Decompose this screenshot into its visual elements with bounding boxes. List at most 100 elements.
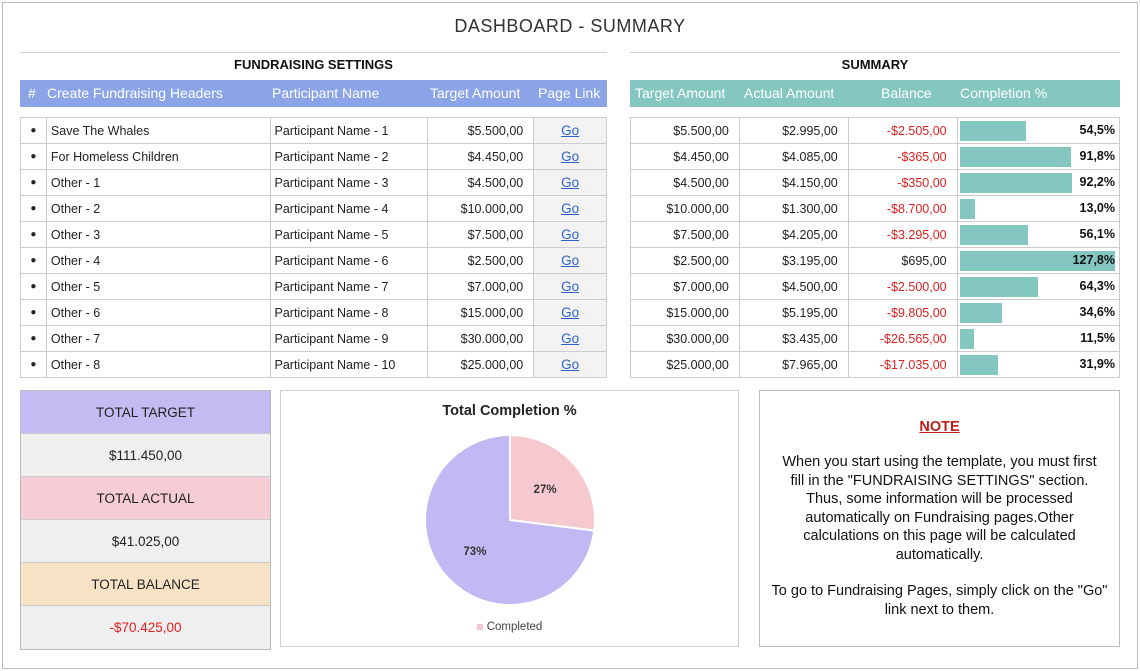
page-link-cell: Go — [533, 221, 607, 248]
completion-chart: Total Completion % 27% 73% Completed — [280, 390, 739, 647]
summary-row: $30.000,00 $3.435,00 -$26.565,00 11,5% — [630, 325, 1121, 352]
actual-amount-cell: $3.435,00 — [738, 325, 849, 352]
participant-name-cell[interactable]: Participant Name - 2 — [269, 143, 429, 170]
total-actual-value: $41.025,00 — [21, 520, 270, 563]
row-bullet-icon: ● — [20, 195, 47, 222]
note-text: When you start using the template, you m… — [782, 454, 1097, 563]
participant-name-cell[interactable]: Participant Name - 5 — [269, 221, 429, 248]
fundraising-header-cell[interactable]: Other - 2 — [45, 195, 271, 222]
balance-cell: -$8.700,00 — [847, 195, 958, 222]
settings-row: ● Save The Whales Participant Name - 1 $5.5… — [20, 117, 607, 144]
go-link[interactable]: Go — [561, 123, 580, 138]
target-amount-cell[interactable]: $7.000,00 — [427, 273, 535, 300]
target-amount-cell[interactable]: $4.450,00 — [427, 143, 535, 170]
target-amount-cell[interactable]: $4.500,00 — [427, 169, 535, 196]
summary-header-bar: Target Amount Actual Amount Balance Comp… — [630, 80, 1120, 107]
go-link[interactable]: Go — [561, 201, 580, 216]
participant-name-cell[interactable]: Participant Name - 10 — [269, 351, 429, 378]
go-link[interactable]: Go — [561, 305, 580, 320]
fundraising-settings-title: FUNDRAISING SETTINGS — [20, 52, 607, 76]
target-amount-cell[interactable]: $15.000,00 — [427, 299, 535, 326]
settings-row: ● Other - 2 Participant Name - 4 $10.000,00… — [20, 195, 607, 222]
legend-swatch — [476, 623, 483, 630]
participant-name-cell[interactable]: Participant Name - 4 — [269, 195, 429, 222]
actual-amount-cell: $7.965,00 — [738, 351, 849, 378]
go-link[interactable]: Go — [561, 253, 580, 268]
go-link[interactable]: Go — [561, 279, 580, 294]
target-amount-cell[interactable]: $5.500,00 — [427, 117, 535, 144]
page-link-cell: Go — [533, 247, 607, 274]
fundraising-header-cell[interactable]: Other - 5 — [45, 273, 271, 300]
fundraising-header-cell[interactable]: For Homeless Children — [45, 143, 271, 170]
target-amount-cell[interactable]: $25.000,00 — [427, 351, 535, 378]
participant-name-cell[interactable]: Participant Name - 8 — [269, 299, 429, 326]
completion-value: 56,1% — [1079, 227, 1115, 241]
target-amount-cell[interactable]: $10.000,00 — [427, 195, 535, 222]
col-header-participant-name: Participant Name — [272, 85, 380, 101]
participant-name-cell[interactable]: Participant Name - 1 — [269, 117, 429, 144]
summary-target-cell: $4.500,00 — [630, 169, 740, 196]
completion-cell: 34,6% — [956, 299, 1121, 326]
totals-panel: TOTAL TARGET $111.450,00 TOTAL ACTUAL $4… — [20, 390, 271, 650]
summary-title: SUMMARY — [630, 52, 1120, 76]
target-amount-cell[interactable]: $30.000,00 — [427, 325, 535, 352]
target-amount-cell[interactable]: $2.500,00 — [427, 247, 535, 274]
completion-bar — [959, 251, 1115, 271]
col-header-target-amount: Target Amount — [430, 85, 521, 101]
participant-name-cell[interactable]: Participant Name - 3 — [269, 169, 429, 196]
summary-row: $7.000,00 $4.500,00 -$2.500,00 64,3% — [630, 273, 1121, 300]
pie-slice-0 — [509, 433, 596, 532]
summary-target-cell: $30.000,00 — [630, 325, 740, 352]
settings-row: ● Other - 1 Participant Name - 3 $4.500,00 G… — [20, 169, 607, 196]
go-link[interactable]: Go — [561, 331, 580, 346]
fundraising-header-cell[interactable]: Other - 6 — [45, 299, 271, 326]
col-header-fundraising-headers: Create Fundraising Headers — [47, 85, 223, 101]
completion-value: 91,8% — [1079, 149, 1115, 163]
col-header-summary-target: Target Amount — [635, 85, 726, 101]
actual-amount-cell: $4.205,00 — [738, 221, 849, 248]
summary-target-cell: $25.000,00 — [630, 351, 740, 378]
total-target-label: TOTAL TARGET — [21, 391, 270, 434]
row-bullet-icon: ● — [20, 117, 47, 144]
col-header-balance: Balance — [881, 85, 932, 101]
row-bullet-icon: ● — [20, 351, 47, 378]
go-link[interactable]: Go — [561, 149, 580, 164]
balance-cell: -$2.505,00 — [847, 117, 958, 144]
balance-cell: -$2.500,00 — [847, 273, 958, 300]
completion-bar — [959, 147, 1072, 167]
col-header-number: # — [28, 85, 36, 101]
fundraising-header-cell[interactable]: Other - 1 — [45, 169, 271, 196]
participant-name-cell[interactable]: Participant Name - 7 — [269, 273, 429, 300]
row-bullet-icon: ● — [20, 273, 47, 300]
participant-name-cell[interactable]: Participant Name - 9 — [269, 325, 429, 352]
completion-cell: 11,5% — [956, 325, 1121, 352]
go-link[interactable]: Go — [561, 227, 580, 242]
row-bullet-icon: ● — [20, 299, 47, 326]
summary-row: $10.000,00 $1.300,00 -$8.700,00 13,0% — [630, 195, 1121, 222]
participant-name-cell[interactable]: Participant Name - 6 — [269, 247, 429, 274]
completion-value: 92,2% — [1079, 175, 1115, 189]
completion-cell: 31,9% — [956, 351, 1121, 378]
page-link-cell: Go — [533, 351, 607, 378]
completion-bar — [959, 121, 1026, 141]
page-link-cell: Go — [533, 117, 607, 144]
page-title: DASHBOARD - SUMMARY — [454, 16, 686, 36]
pie-slice-label: 73% — [463, 546, 486, 558]
page-link-cell: Go — [533, 273, 607, 300]
go-link[interactable]: Go — [561, 175, 580, 190]
completion-bar — [959, 199, 976, 219]
target-amount-cell[interactable]: $7.500,00 — [427, 221, 535, 248]
completion-bar — [959, 277, 1038, 297]
fundraising-header-cell[interactable]: Other - 3 — [45, 221, 271, 248]
row-bullet-icon: ● — [20, 143, 47, 170]
fundraising-header-cell[interactable]: Other - 8 — [45, 351, 271, 378]
settings-row: ● Other - 8 Participant Name - 10 $25.000,0… — [20, 351, 607, 378]
completion-cell: 54,5% — [956, 117, 1121, 144]
fundraising-header-cell[interactable]: Save The Whales — [45, 117, 271, 144]
completion-value: 13,0% — [1079, 201, 1115, 215]
go-link[interactable]: Go — [561, 357, 580, 372]
fundraising-header-cell[interactable]: Other - 7 — [45, 325, 271, 352]
page-link-cell: Go — [533, 143, 607, 170]
row-bullet-icon: ● — [20, 169, 47, 196]
fundraising-header-cell[interactable]: Other - 4 — [45, 247, 271, 274]
